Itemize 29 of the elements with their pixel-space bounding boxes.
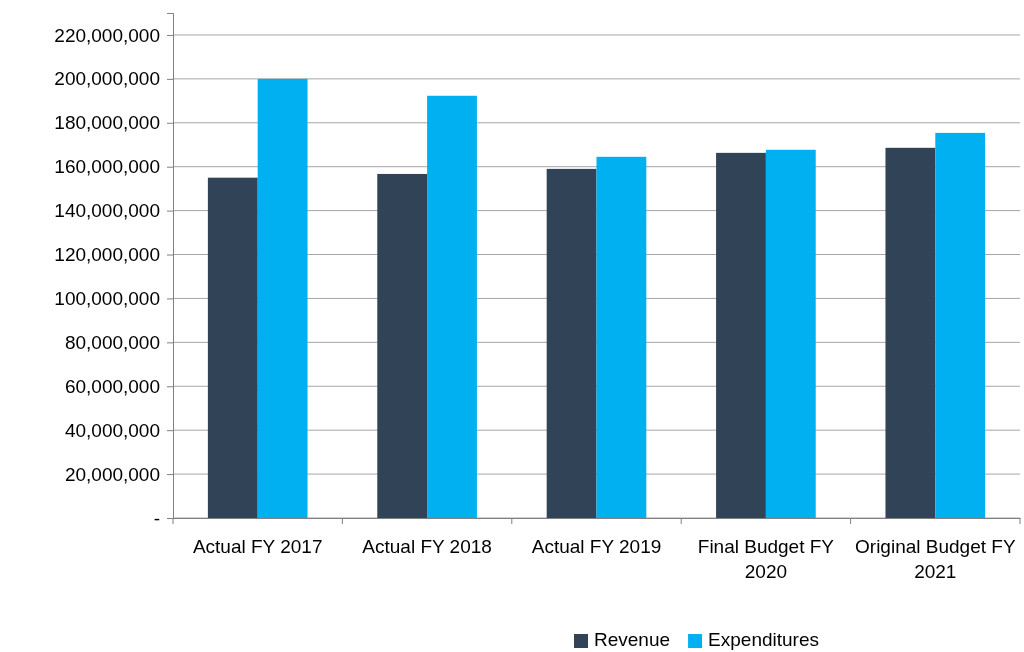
y-tick-label: 120,000,000	[54, 244, 160, 266]
x-tick-label: Actual FY 2017	[192, 536, 323, 558]
y-tick-label: 20,000,000	[64, 463, 160, 485]
bar	[596, 156, 647, 518]
bar	[546, 168, 597, 518]
x-tick-label: Actual FY 2019	[531, 536, 662, 558]
legend-label: Expenditures	[708, 629, 819, 650]
bar	[885, 147, 936, 518]
bar	[207, 177, 258, 518]
y-tick-label: 140,000,000	[54, 200, 160, 222]
bar	[427, 95, 477, 518]
y-tick-label: 160,000,000	[54, 156, 160, 178]
y-tick-label: 100,000,000	[54, 288, 160, 310]
x-tick-label: Final Budget FY 2020	[697, 536, 835, 583]
y-tick-label: -	[153, 507, 160, 529]
bar	[935, 132, 986, 518]
y-tick-label: 180,000,000	[54, 112, 160, 134]
bar	[716, 152, 766, 518]
y-tick-label: 80,000,000	[64, 331, 160, 353]
bar	[765, 149, 816, 518]
x-tick-label: Actual FY 2018	[362, 536, 492, 558]
y-tick-label: 60,000,000	[64, 375, 160, 397]
legend-label: Revenue	[594, 629, 671, 650]
x-tick-label: Original Budget FY 2021	[855, 536, 1016, 583]
y-tick-label: 200,000,000	[54, 68, 160, 90]
bar	[377, 173, 428, 518]
y-tick-label: 40,000,000	[64, 419, 160, 441]
bar	[257, 78, 308, 518]
y-tick-label: 220,000,000	[54, 24, 160, 46]
